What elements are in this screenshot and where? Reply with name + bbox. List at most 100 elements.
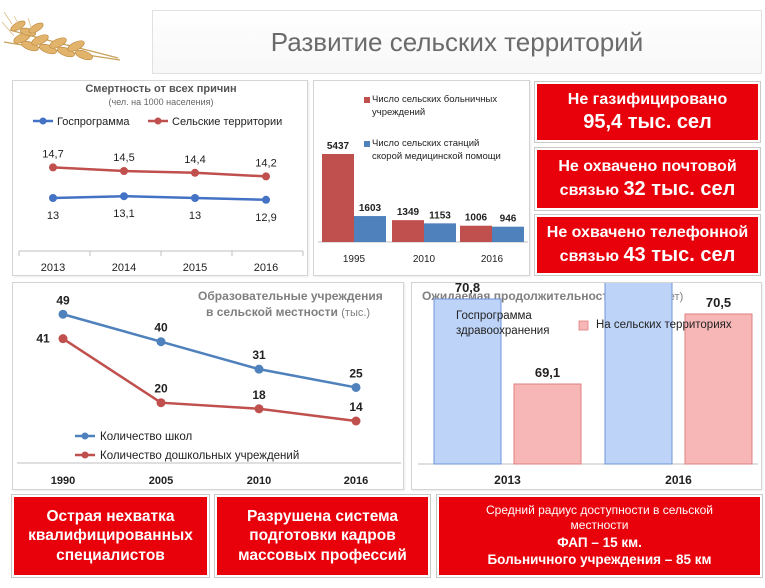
edu-series-line-0 bbox=[62, 313, 357, 389]
edu-x-label: 2005 bbox=[149, 475, 173, 487]
edu-point bbox=[254, 364, 264, 374]
edu-point bbox=[351, 416, 361, 426]
mortality-legend-label-0: Госпрограмма bbox=[57, 116, 130, 128]
radius-hospital: Больничного учреждения – 85 км bbox=[487, 552, 712, 567]
title-banner: Развитие сельских территорий bbox=[152, 10, 762, 74]
life-bar-label: 70,5 bbox=[706, 295, 731, 310]
hosp-legend-1: Число сельских больничных учреждений bbox=[372, 94, 498, 118]
life-x-label: 2016 bbox=[665, 473, 692, 487]
mortality-chart: Госпрограмма Сельские территории 2013 2014 2… bbox=[18, 116, 304, 274]
post-box: Не охвачено почтовой связью 32 тыс. сел bbox=[534, 147, 761, 211]
hospitals-panel: 5437 1603 1995 1349 1153 2010 1006 946 2016 Числ… bbox=[313, 80, 530, 276]
edu-x-label: 2010 bbox=[247, 475, 271, 487]
specialists-line-2: квалифицированных bbox=[28, 527, 193, 545]
edu-point bbox=[351, 382, 361, 392]
training-line-3: массовых профессий bbox=[238, 546, 407, 564]
edu-data-label: 41 bbox=[36, 332, 50, 346]
mortality-title: Смертность от всех причин bbox=[85, 83, 237, 95]
mortality-data-label: 13 bbox=[189, 210, 201, 222]
edu-x-label: 1990 bbox=[51, 475, 75, 487]
mortality-data-label: 14,5 bbox=[113, 152, 134, 164]
gas-box: Не газифицировано 95,4 тыс. сел bbox=[534, 81, 761, 143]
hosp-bar-label: 5437 bbox=[327, 141, 350, 152]
mortality-series-line-1 bbox=[52, 166, 267, 178]
edu-legend-marker-0 bbox=[81, 432, 89, 440]
mortality-x-label: 2016 bbox=[254, 262, 278, 274]
mortality-point bbox=[191, 168, 199, 177]
edu-data-label: 49 bbox=[56, 293, 70, 307]
specialists-line-1: Острая нехватка bbox=[46, 507, 175, 525]
life-bar bbox=[433, 298, 502, 465]
edu-point bbox=[254, 404, 264, 414]
training-line-1: Разрушена система bbox=[246, 507, 399, 525]
phone-prefix: связью bbox=[559, 247, 624, 265]
hosp-bar bbox=[492, 226, 524, 242]
hosp-bar bbox=[354, 216, 386, 242]
edu-data-label: 18 bbox=[252, 388, 266, 402]
specialists-box: Острая нехватка квалифицированных специа… bbox=[11, 494, 210, 578]
life-bar-label: 69,1 bbox=[535, 365, 560, 380]
edu-data-label: 31 bbox=[252, 348, 266, 362]
mortality-legend-marker-1 bbox=[154, 117, 162, 125]
edu-point bbox=[156, 398, 166, 408]
life-bar bbox=[604, 283, 673, 465]
mortality-point bbox=[120, 167, 128, 175]
life-x-label: 2013 bbox=[494, 473, 521, 487]
hosp-bar bbox=[392, 220, 424, 242]
hosp-bar-label: 1153 bbox=[429, 210, 451, 221]
edu-x-label: 2016 bbox=[344, 475, 368, 487]
specialists-line-3: специалистов bbox=[56, 546, 165, 564]
hosp-bar-label: 1006 bbox=[465, 213, 488, 224]
hosp-bar-label: 1603 bbox=[359, 203, 382, 214]
radius-line-1: Средний радиус доступности в сельской bbox=[485, 503, 713, 518]
mortality-point bbox=[49, 163, 57, 172]
page-title: Развитие сельских территорий bbox=[270, 26, 644, 57]
life-legend-swatch-1 bbox=[578, 320, 589, 331]
edu-point bbox=[156, 337, 166, 347]
mortality-data-label: 14,4 bbox=[184, 154, 205, 166]
education-panel: 1990 2005 2010 2016 49 40 31 25 41 20 18 14 Количест… bbox=[12, 282, 404, 490]
mortality-data-label: 14,2 bbox=[255, 157, 276, 169]
edu-data-label: 14 bbox=[349, 400, 363, 414]
edu-data-label: 25 bbox=[349, 366, 363, 380]
hosp-legend-2: Число сельских станций скорой медицинско… bbox=[372, 138, 501, 162]
post-text: Не охвачено почтовой bbox=[558, 157, 737, 175]
mortality-point bbox=[262, 172, 270, 181]
hosp-x-label: 2016 bbox=[481, 254, 504, 265]
radius-line-2: местности bbox=[570, 518, 629, 533]
phone-box: Не охвачено телефонной связью 43 тыс. се… bbox=[534, 214, 761, 276]
hosp-x-label: 2010 bbox=[413, 254, 436, 265]
wheat-logo bbox=[1, 11, 121, 61]
mortality-data-label: 13 bbox=[47, 210, 59, 222]
training-box: Разрушена система подготовки кадров масс… bbox=[214, 494, 431, 578]
mortality-legend-label-1: Сельские территории bbox=[172, 116, 282, 128]
life-bar bbox=[684, 313, 753, 465]
mortality-point bbox=[120, 192, 128, 201]
hosp-x-label: 1995 bbox=[343, 254, 366, 265]
hosp-bar-label: 946 bbox=[500, 214, 517, 225]
mortality-series-line-0 bbox=[52, 194, 267, 202]
hosp-bar-label: 1349 bbox=[397, 207, 420, 218]
life-panel: Ожидаемая продолжительность жизни (лет) … bbox=[411, 282, 762, 490]
edu-point bbox=[58, 334, 68, 344]
mortality-x-label: 2015 bbox=[183, 262, 207, 274]
hosp-bar bbox=[424, 223, 456, 242]
hosp-bar bbox=[460, 225, 492, 242]
phone-text: Не охвачено телефонной bbox=[546, 223, 749, 241]
mortality-legend-marker-0 bbox=[39, 117, 47, 125]
gas-value: 95,4 тыс. сел bbox=[583, 110, 712, 133]
life-bar-label: 70,8 bbox=[455, 283, 480, 295]
edu-legend-label-1: Количество дошкольных учреждений bbox=[100, 450, 299, 462]
edu-series-line-1 bbox=[62, 337, 357, 423]
mortality-point bbox=[262, 195, 270, 204]
phone-value: 43 тыс. сел bbox=[623, 243, 736, 266]
post-prefix: связью bbox=[559, 181, 624, 199]
training-line-2: подготовки кадров bbox=[249, 527, 396, 545]
edu-legend-marker-1 bbox=[81, 451, 89, 459]
mortality-point bbox=[49, 194, 57, 202]
edu-data-label: 40 bbox=[154, 321, 168, 335]
edu-point bbox=[58, 309, 68, 319]
edu-legend-label-0: Количество школ bbox=[100, 431, 192, 443]
post-value: 32 тыс. сел bbox=[623, 177, 736, 200]
